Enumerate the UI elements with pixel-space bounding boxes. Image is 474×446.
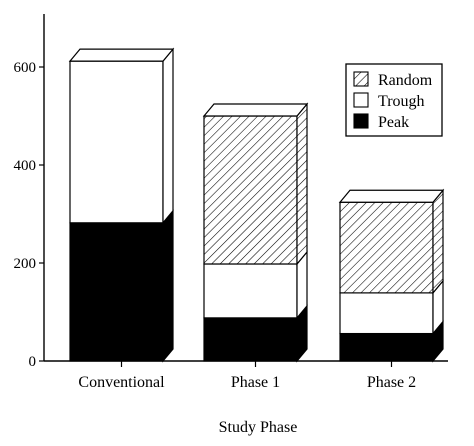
bar-side-trough xyxy=(162,47,174,225)
y-tick-label: 400 xyxy=(14,158,37,174)
y-tick-label: 600 xyxy=(14,60,37,76)
legend-label-trough: Trough xyxy=(378,93,425,110)
legend-label-random: Random xyxy=(378,72,433,89)
legend-swatch-random xyxy=(353,71,369,87)
y-tick-label: 200 xyxy=(14,256,37,272)
bar-segment-trough xyxy=(203,263,298,319)
category-label: Phase 1 xyxy=(231,374,280,391)
bar-segment-peak xyxy=(339,332,434,362)
bar-side-peak xyxy=(162,209,174,363)
category-label: Conventional xyxy=(78,374,165,391)
bar-segment-peak xyxy=(203,317,298,362)
bar-segment-random xyxy=(203,115,298,265)
bar-top xyxy=(202,103,309,117)
bar-top xyxy=(68,48,175,62)
legend-label-peak: Peak xyxy=(378,114,409,131)
bar-segment-trough xyxy=(69,60,164,224)
y-tick-label: 0 xyxy=(29,354,37,370)
x-axis-title: Study Phase xyxy=(219,419,298,436)
bar-side-random xyxy=(432,188,444,295)
bars xyxy=(68,47,445,363)
axes: 0 200 400 600 Conventional Phase 1 Phase 2 xyxy=(14,14,448,391)
bar-segment-trough xyxy=(339,292,434,335)
bar-top xyxy=(338,189,445,203)
legend-swatch-peak xyxy=(353,113,369,129)
bar-segment-peak xyxy=(69,222,164,362)
bar-side-random xyxy=(296,102,308,266)
legend-swatch-trough xyxy=(353,92,369,108)
legend: Random Trough Peak xyxy=(345,63,443,137)
bar-segment-random xyxy=(339,201,434,294)
category-label: Phase 2 xyxy=(367,374,416,391)
